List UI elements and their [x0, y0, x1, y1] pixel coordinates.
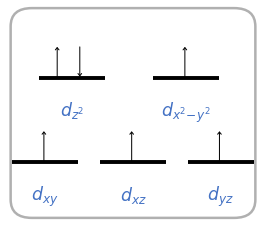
Text: $d_{z^2}$: $d_{z^2}$ — [60, 100, 84, 121]
Text: $d_{xz}$: $d_{xz}$ — [120, 184, 146, 205]
Text: $d_{x^2\!-\!y^2}$: $d_{x^2\!-\!y^2}$ — [161, 100, 211, 124]
Text: $d_{yz}$: $d_{yz}$ — [207, 184, 234, 208]
FancyBboxPatch shape — [11, 9, 255, 218]
Text: $d_{xy}$: $d_{xy}$ — [31, 184, 59, 208]
